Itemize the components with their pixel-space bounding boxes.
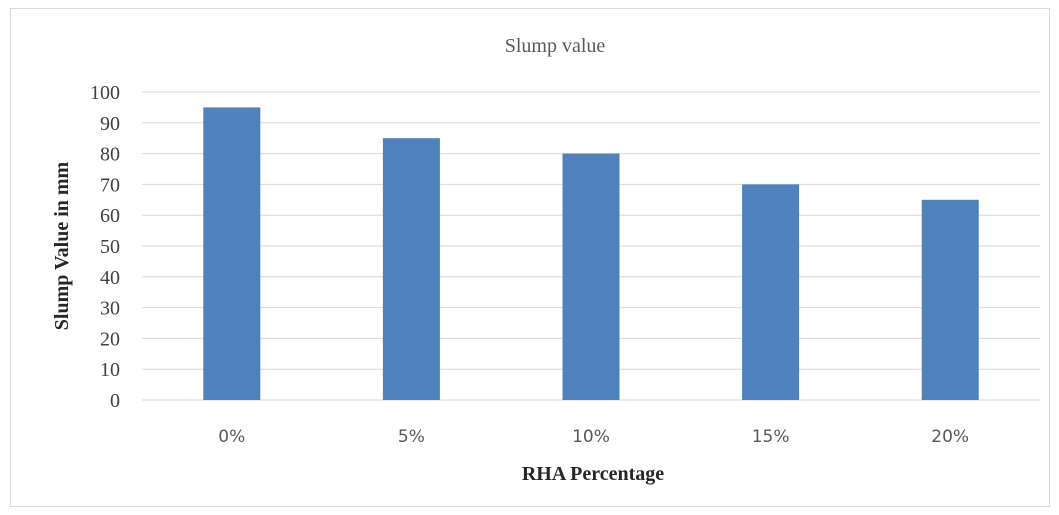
y-tick-label: 50: [100, 236, 120, 258]
y-tick-label: 90: [100, 113, 120, 135]
bar: [562, 153, 620, 400]
y-tick-labels: 0 10 20 30 40 50 60 70 80 90 100: [90, 82, 120, 412]
x-tick-label: 10%: [572, 427, 610, 447]
x-tick-label: 0%: [218, 427, 245, 447]
y-tick-label: 70: [100, 174, 120, 196]
bar: [742, 184, 800, 400]
x-axis-label: RHA Percentage: [522, 463, 664, 485]
y-tick-label: 40: [100, 267, 120, 289]
y-tick-label: 80: [100, 144, 120, 166]
y-tick-label: 30: [100, 298, 120, 320]
x-tick-label: 5%: [398, 427, 425, 447]
chart-frame: [10, 8, 1050, 507]
y-tick-label: 10: [100, 359, 120, 381]
y-axis-label: Slump Value in mm: [51, 161, 73, 330]
y-tick-label: 60: [100, 205, 120, 227]
chart-title: Slump value: [505, 35, 606, 57]
x-tick-label: 20%: [931, 427, 969, 447]
y-tick-label: 0: [110, 390, 120, 412]
x-tick-labels: 0% 5% 10% 15% 20%: [218, 427, 969, 447]
bar: [382, 138, 440, 400]
y-tick-label: 100: [90, 82, 120, 104]
x-tick-label: 15%: [752, 427, 790, 447]
bars: [203, 107, 979, 401]
bar: [203, 107, 261, 401]
bar: [921, 199, 979, 400]
y-tick-label: 20: [100, 328, 120, 350]
